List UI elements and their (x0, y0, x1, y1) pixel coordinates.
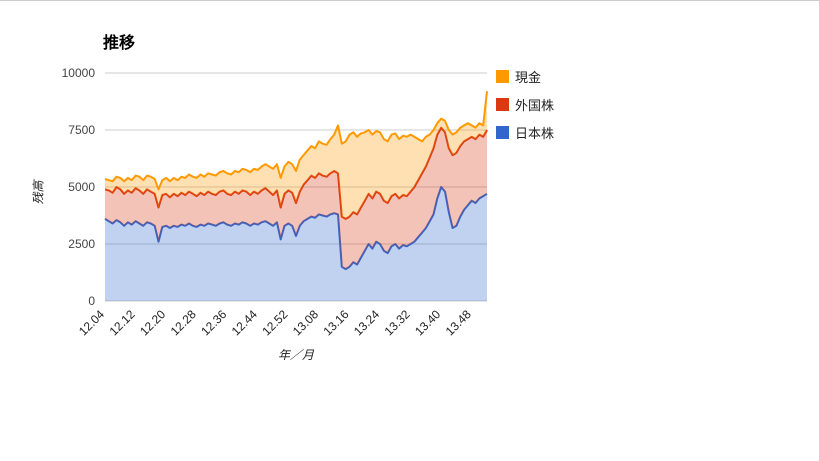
x-tick-label: 13.40 (412, 307, 443, 338)
x-tick-label: 12.12 (107, 307, 138, 338)
y-tick-label: 2500 (68, 237, 95, 251)
x-tick-label: 12.28 (168, 307, 199, 338)
legend-item-cash: 現金 (496, 67, 554, 86)
x-tick-label: 13.24 (351, 307, 382, 338)
y-tick-label: 0 (88, 294, 95, 308)
legend-label-cash: 現金 (515, 70, 542, 85)
series-line-cash (104, 91, 488, 191)
x-tick-label: 13.16 (320, 307, 351, 338)
legend-label-foreign-stocks: 外国株 (515, 98, 555, 113)
x-tick-label: 13.32 (382, 307, 413, 338)
legend: 現金 外国株 日本株 (496, 67, 554, 151)
x-tick-label: 12.52 (259, 307, 290, 338)
y-tick-label: 10000 (62, 66, 96, 80)
series-line-japan-stocks (104, 186, 488, 271)
legend-item-japan-stocks: 日本株 (496, 123, 554, 142)
series-line-foreign-stocks (104, 126, 488, 220)
series-area-foreign-stocks (105, 127, 487, 270)
series-area-japan-stocks (105, 187, 487, 301)
x-tick-label: 12.44 (229, 307, 260, 338)
x-tick-label: 12.20 (137, 307, 168, 338)
legend-color-swatch-cash (496, 70, 509, 83)
y-tick-label: 7500 (68, 123, 95, 137)
x-tick-label: 13.48 (443, 307, 474, 338)
y-tick-label: 5000 (68, 180, 95, 194)
legend-label-japan-stocks: 日本株 (515, 126, 555, 141)
legend-item-foreign-stocks: 外国株 (496, 95, 554, 114)
series-area-cash (105, 91, 487, 219)
x-tick-label: 12.04 (76, 307, 107, 338)
chart-title: 推移 (103, 35, 136, 52)
x-tick-label: 12.36 (198, 307, 229, 338)
x-axis-title: 年／月 (277, 348, 314, 362)
legend-color-swatch-foreign-stocks (496, 98, 509, 111)
x-tick-label: 13.08 (290, 307, 321, 338)
legend-color-swatch-japan-stocks (496, 126, 509, 139)
